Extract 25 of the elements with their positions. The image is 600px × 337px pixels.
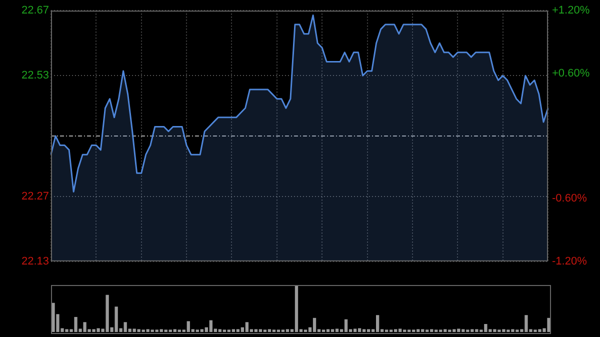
y2-tick-label: +1.20% [552,4,590,17]
bar [358,328,362,332]
bar [236,329,240,332]
y2-tick-label: -1.20% [552,255,588,268]
bar [326,329,330,332]
bar [312,318,316,332]
bar [245,322,249,332]
bar [232,329,236,332]
bar [335,328,339,332]
bar [366,329,370,332]
bar [330,329,334,332]
y-tick-label: 22.27 [21,190,49,202]
bar [258,329,262,332]
bar [344,319,348,332]
bar [362,329,366,332]
bar [294,285,298,332]
bar [254,329,258,332]
bar [286,329,290,332]
y2-tick-label: +0.60% [552,67,590,80]
bar [268,329,272,332]
bar [353,328,357,332]
y2-tick-label: -0.60% [552,192,588,205]
y-tick-label: 22.53 [21,70,49,82]
y-tick-label: 22.67 [21,4,49,17]
y-tick-label: 22.13 [21,255,49,268]
